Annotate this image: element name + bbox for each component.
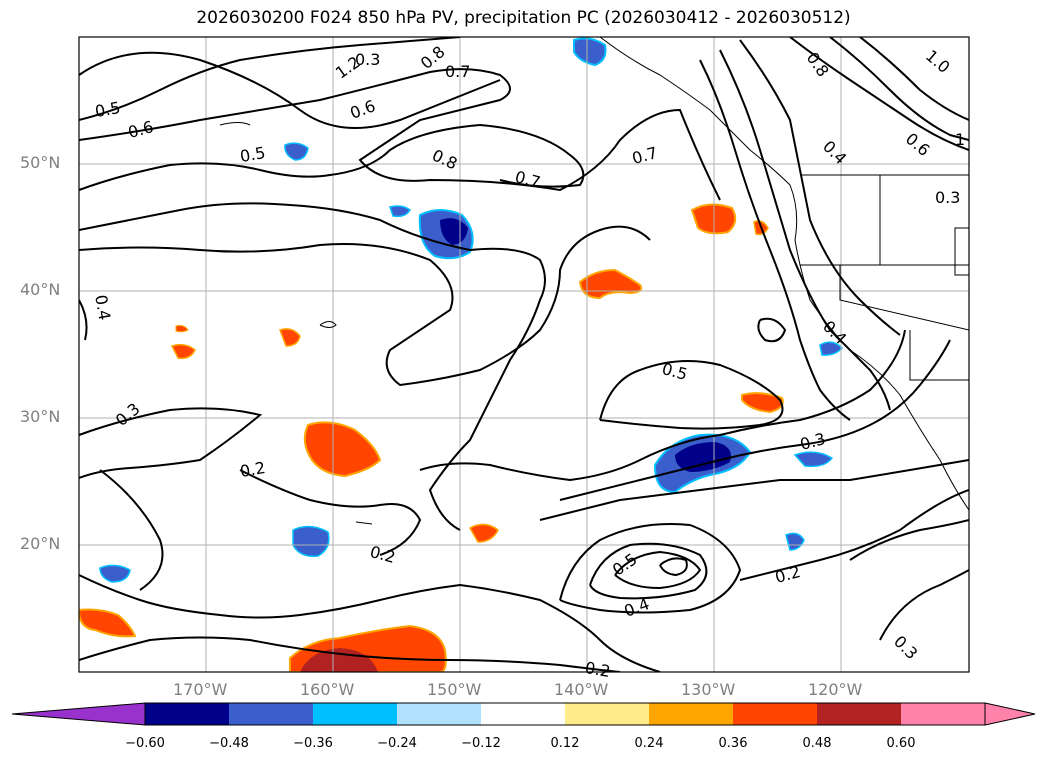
pv-contour-label: 0.7	[445, 62, 471, 81]
colorbar-tick: 0.36	[718, 736, 748, 751]
colorbar-tick: −0.36	[293, 736, 333, 751]
pv-contours	[79, 37, 969, 672]
map-title: 2026030200 F024 850 hPa PV, precipitatio…	[196, 8, 851, 28]
lat-label-50n: 50°N	[20, 153, 61, 172]
colorbar-tick: 0.12	[550, 736, 580, 751]
lon-label-130w: 130°W	[681, 680, 736, 699]
colorbar-tick: −0.24	[377, 736, 417, 751]
colorbar-tick: 0.60	[886, 736, 916, 751]
graticule	[79, 37, 969, 672]
colorbar-tick: −0.60	[125, 736, 165, 751]
pv-contour-label: 1	[955, 130, 966, 149]
lat-label-40n: 40°N	[20, 280, 61, 299]
colorbar-tick: −0.48	[209, 736, 249, 751]
lat-label-20n: 20°N	[20, 534, 61, 553]
colorbar	[11, 702, 1036, 726]
negative-precip-areas	[99, 37, 844, 583]
colorbar-tick: −0.12	[461, 736, 501, 751]
pv-contour-label: 0.3	[355, 50, 381, 69]
colorbar-tick: 0.24	[634, 736, 664, 751]
pv-contour-label: 0.3	[935, 188, 961, 207]
lon-label-120w: 120°W	[808, 680, 863, 699]
map-frame	[78, 36, 970, 673]
lon-label-150w: 150°W	[427, 680, 482, 699]
positive-precip-areas	[79, 203, 784, 672]
colorbar-tick: 0.48	[802, 736, 832, 751]
lon-label-140w: 140°W	[554, 680, 609, 699]
lat-label-30n: 30°N	[20, 407, 61, 426]
lon-label-170w: 170°W	[173, 680, 228, 699]
lon-label-160w: 160°W	[300, 680, 355, 699]
coastlines	[219, 37, 969, 525]
